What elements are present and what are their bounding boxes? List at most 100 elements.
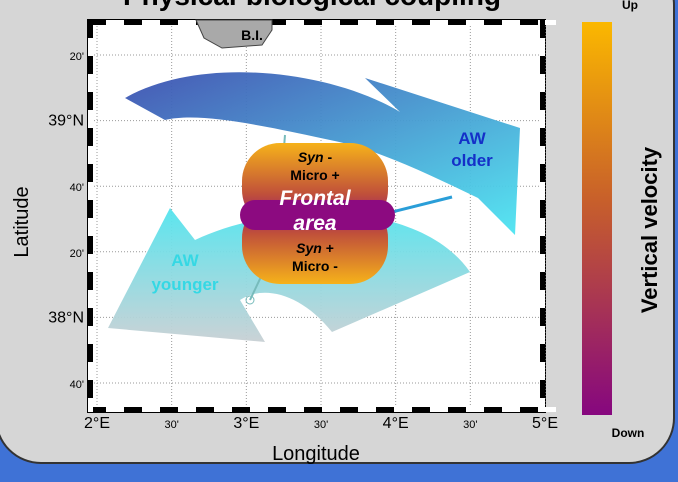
frame-check (538, 407, 556, 412)
y-tick-label: 20' (70, 51, 84, 63)
aw-older: older (451, 151, 493, 170)
x-tick-label: 4°E (383, 415, 409, 432)
frame-check (214, 407, 232, 412)
syn: Syn (298, 149, 324, 165)
frame-check (540, 164, 545, 182)
frame-check (466, 20, 484, 25)
frame-check (88, 182, 93, 200)
frame-check (520, 407, 538, 412)
frame-check (484, 407, 502, 412)
aw-older: AW (458, 129, 486, 148)
frame-check (88, 92, 93, 110)
colorbar (582, 22, 612, 415)
frame-check (106, 407, 124, 412)
frame-check (88, 164, 93, 182)
x-tick-label: 30' (164, 419, 178, 431)
y-tick-label: 40' (70, 182, 84, 194)
bottom-syn: Syn + (296, 240, 334, 256)
frame-check (540, 110, 545, 128)
frame-check (88, 128, 93, 146)
frame-check (540, 20, 545, 38)
frame-check (88, 272, 93, 290)
frame-check (448, 407, 466, 412)
colorbar-top: Up (622, 0, 638, 12)
frame-check (88, 56, 93, 74)
frame-check (540, 236, 545, 254)
frame-check (250, 407, 268, 412)
frame-check (160, 407, 178, 412)
aw-younger: AW (171, 251, 199, 270)
frame-check (540, 362, 545, 380)
sign: + (326, 240, 334, 256)
frame-check (88, 308, 93, 326)
frame-check (540, 128, 545, 146)
frame-check (88, 38, 93, 56)
frame-check (540, 308, 545, 326)
island (195, 19, 273, 49)
aw-younger: younger (151, 275, 218, 294)
frame-check (142, 407, 160, 412)
frame-check (540, 272, 545, 290)
y-tick-label: 38°N (48, 309, 84, 326)
frame-check (466, 407, 484, 412)
frame-check (540, 254, 545, 272)
colorbar-bottom: Down (612, 426, 645, 440)
x-tick-label: 2°E (84, 415, 110, 432)
top-micro: Micro + (290, 167, 339, 183)
x-axis-label: Longitude (272, 443, 360, 465)
frame-check (540, 92, 545, 110)
frame-check (502, 407, 520, 412)
frame-check (376, 407, 394, 412)
syn: Syn (296, 240, 322, 256)
aw-older-arrow (125, 72, 520, 235)
frame-check (430, 20, 448, 25)
frame-check (540, 74, 545, 92)
frontal-label: area (293, 212, 337, 235)
frame-check (430, 407, 448, 412)
frame-check (502, 20, 520, 25)
frame-check (412, 407, 430, 412)
frame-check (88, 362, 93, 380)
island-label: B.I. (241, 27, 263, 43)
frame-check (124, 407, 142, 412)
frame-check (268, 20, 286, 25)
frame-check (376, 20, 394, 25)
top-syn: Syn - (298, 149, 333, 165)
frame-check (412, 20, 430, 25)
frame-check (394, 20, 412, 25)
frame-check (540, 182, 545, 200)
frame-check (540, 290, 545, 308)
frame-check (88, 20, 93, 38)
frame-check (268, 407, 286, 412)
frame-check (178, 407, 196, 412)
frame-check (196, 407, 214, 412)
frame-check (88, 254, 93, 272)
front (240, 200, 395, 230)
frame-check (540, 218, 545, 236)
frame-check (88, 74, 93, 92)
frame-check (520, 20, 538, 25)
frame-check (88, 200, 93, 218)
frame-check (538, 20, 556, 25)
frame-check (88, 290, 93, 308)
colorbar-label: Vertical velocity (637, 146, 662, 313)
frame-check (286, 407, 304, 412)
frame-check (322, 20, 340, 25)
title: Physical-biological coupling (123, 0, 501, 11)
frame-check (88, 20, 106, 25)
station (245, 295, 255, 305)
frame-check (484, 20, 502, 25)
frame-check (394, 407, 412, 412)
frame-check (106, 20, 124, 25)
sign: - (327, 149, 332, 165)
frame-check (232, 407, 250, 412)
frame-check (448, 20, 466, 25)
x-tick-label: 3°E (233, 415, 259, 432)
frame-check (540, 380, 545, 398)
frontal-label: Frontal (279, 187, 351, 210)
frame-check (540, 344, 545, 362)
frame-check (88, 218, 93, 236)
y-tick-label: 40' (70, 379, 84, 391)
frame-check (358, 407, 376, 412)
